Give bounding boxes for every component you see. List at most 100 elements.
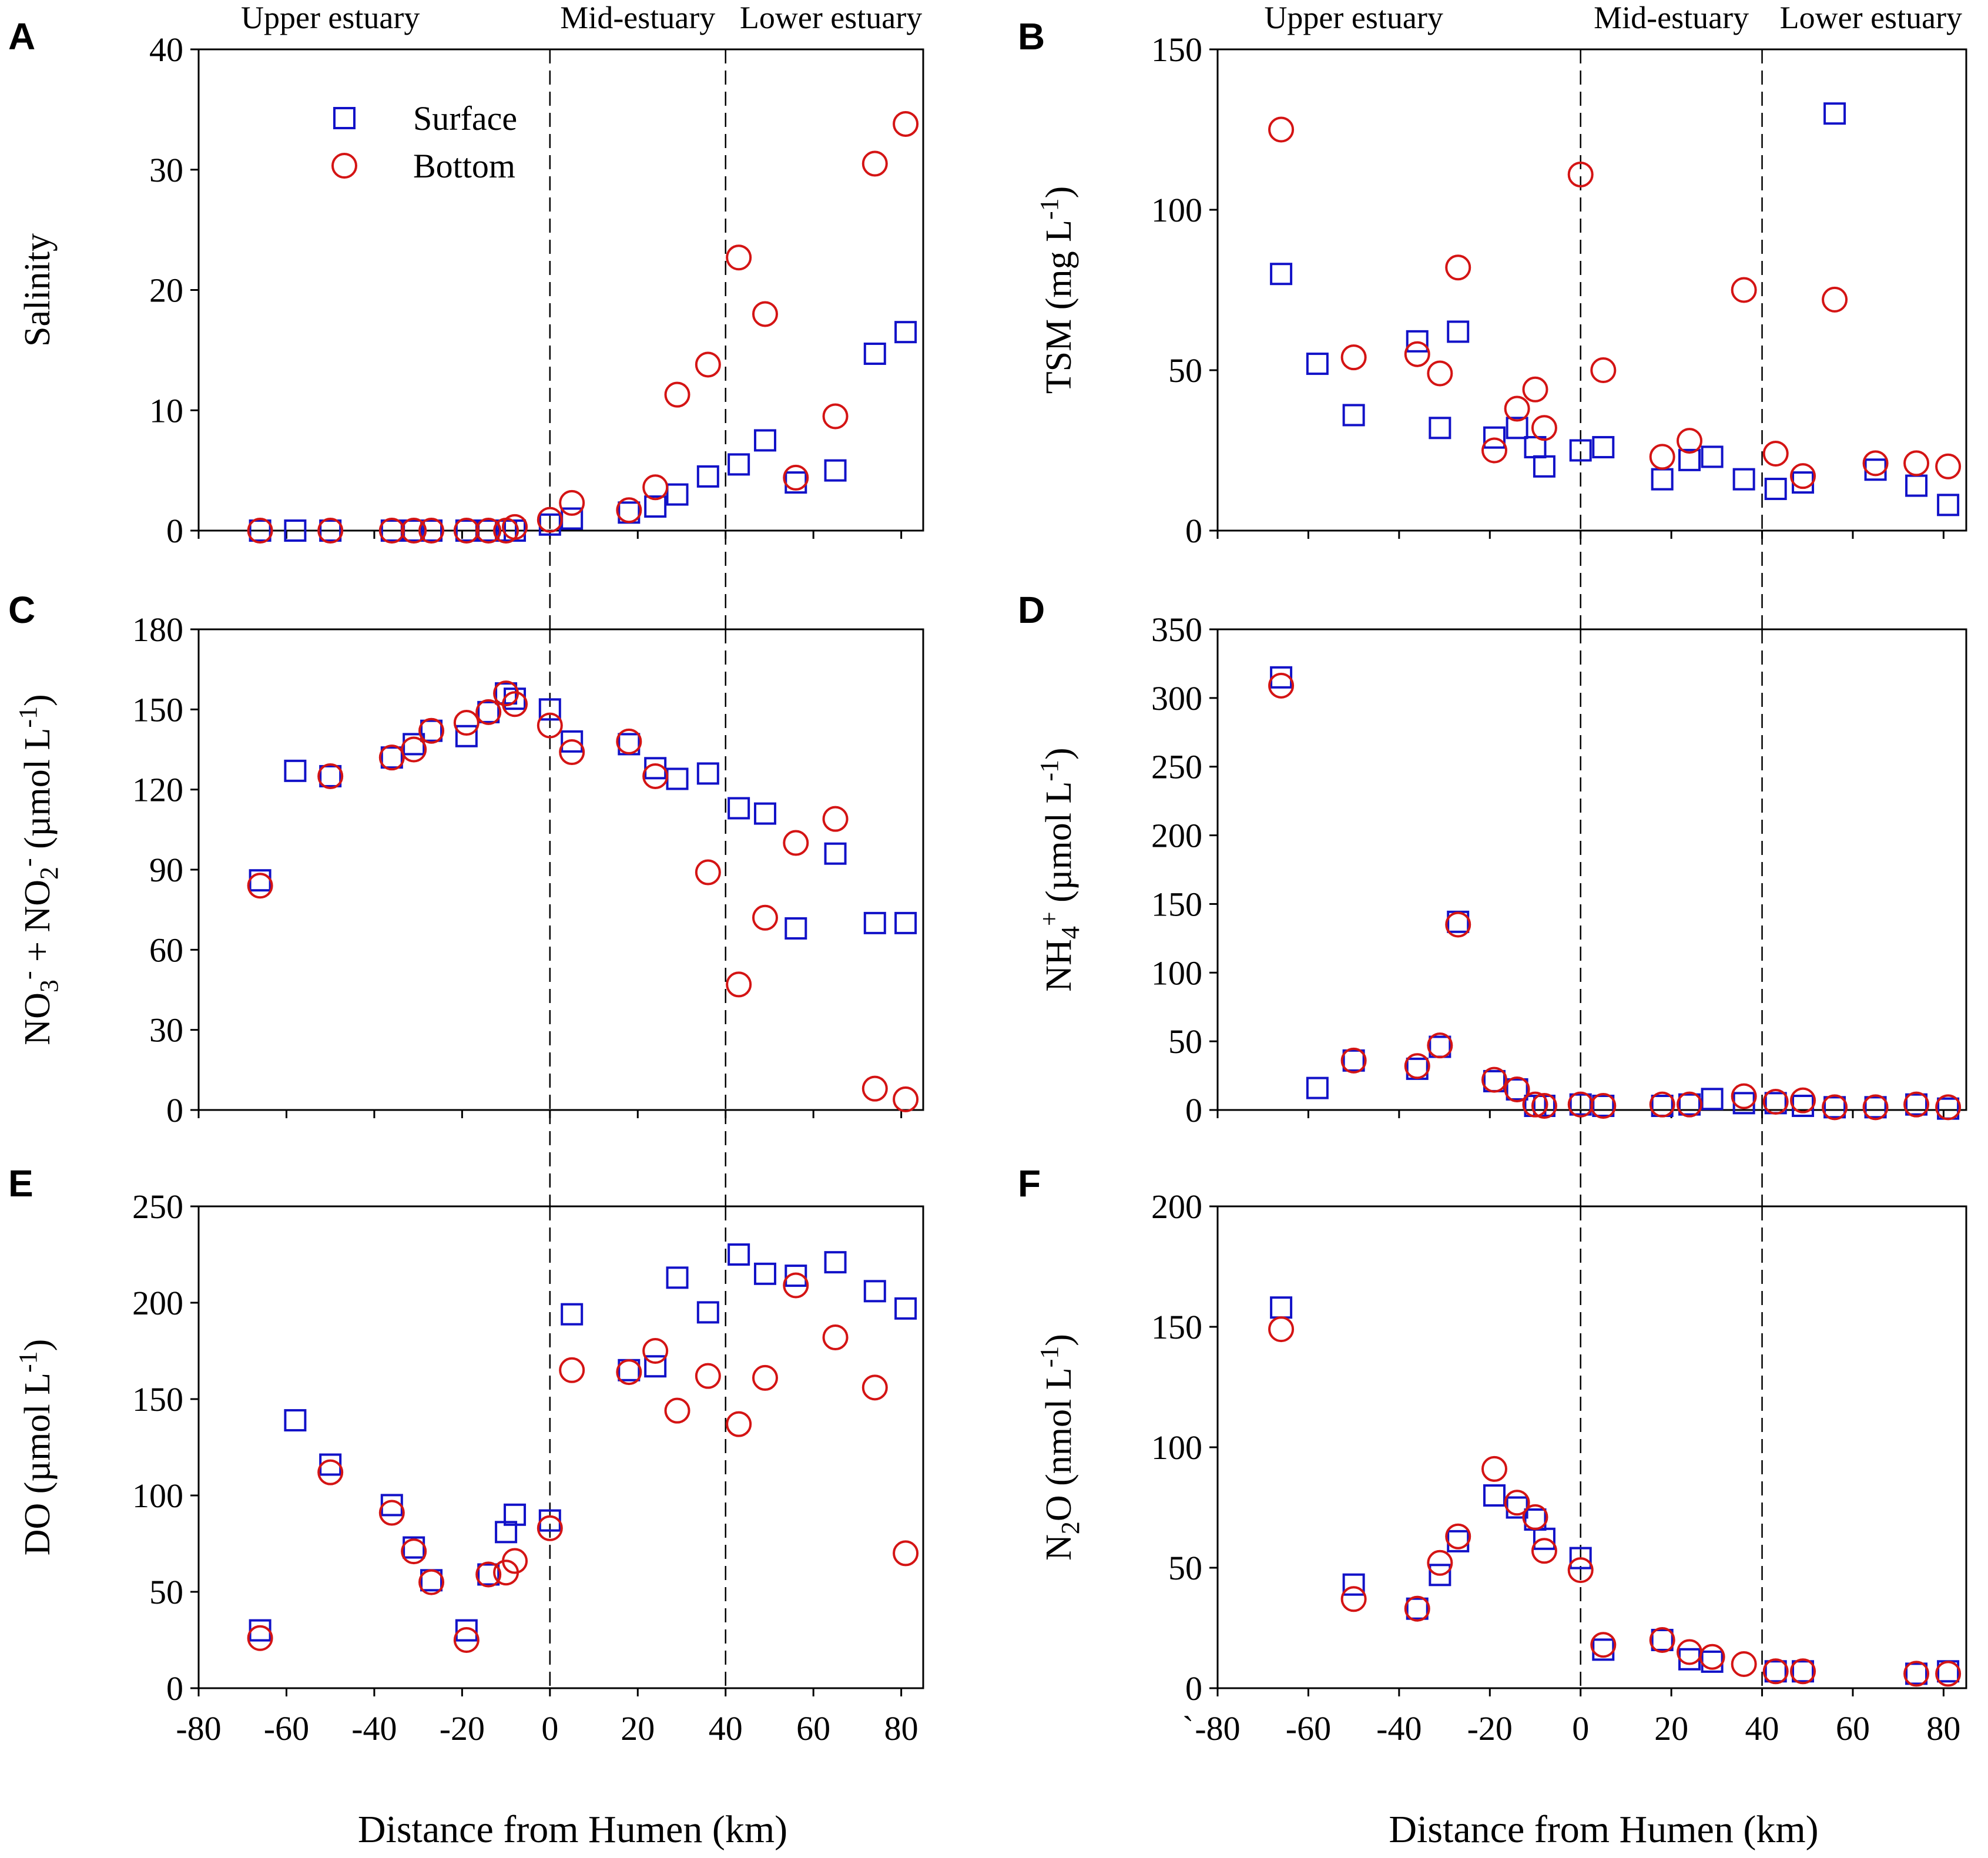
- y-axis-label-part: -: [14, 971, 42, 980]
- bottom-point: [861, 1374, 888, 1401]
- x-tick-label: 80: [1926, 1709, 1960, 1748]
- series-bottom: [1268, 1316, 1962, 1687]
- surface-point: [1764, 478, 1787, 501]
- surface-point: [1864, 1096, 1887, 1119]
- bottom-point: [893, 110, 919, 137]
- surface-point: [1701, 445, 1724, 468]
- y-tick-label: 200: [132, 1284, 183, 1322]
- surface-point: [1764, 1660, 1787, 1683]
- surface-point: [1823, 1096, 1846, 1119]
- surface-point: [284, 519, 307, 542]
- y-axis-label: DO (µmol L-1): [14, 1339, 58, 1556]
- bottom-point: [1822, 1094, 1848, 1121]
- bottom-point: [642, 1338, 669, 1364]
- panel-letter: A: [8, 15, 35, 58]
- bottom-point: [1522, 376, 1548, 403]
- bottom-point: [783, 464, 809, 491]
- y-tick-label: 150: [132, 1380, 183, 1418]
- y-axis-label-part: (µmol L: [1039, 782, 1079, 912]
- y-tick-label: 30: [149, 1011, 183, 1049]
- bottom-point: [1590, 1632, 1617, 1658]
- bottom-point: [616, 497, 642, 524]
- x-tick-label: 60: [796, 1709, 830, 1748]
- bottom-point: [1790, 463, 1816, 489]
- surface-point: [249, 519, 271, 542]
- y-tick-label: 350: [1151, 611, 1202, 649]
- bottom-point: [1404, 341, 1430, 367]
- bottom-point: [664, 381, 690, 408]
- surface-point: [1678, 448, 1701, 471]
- bottom-point: [822, 806, 849, 832]
- y-tick-label: 10: [149, 391, 183, 430]
- surface-point: [785, 917, 807, 940]
- surface-point: [319, 519, 342, 542]
- y-tick-label: 100: [1151, 1428, 1202, 1467]
- bottom-point: [453, 710, 480, 736]
- bottom-point: [1790, 1087, 1816, 1114]
- bottom-point: [1340, 1047, 1367, 1074]
- y-axis-label-part: 4: [1056, 926, 1085, 939]
- y-axis-label-part: ): [1039, 1334, 1079, 1346]
- y-axis-label-part: 2: [1056, 1521, 1085, 1534]
- panel-letter: F: [1018, 1162, 1041, 1205]
- bottom-point: [893, 1540, 919, 1567]
- y-axis-label-part: NH: [1039, 939, 1079, 992]
- y-axis-label-part: -1: [14, 706, 42, 728]
- bottom-point: [317, 1459, 344, 1485]
- bottom-point: [1504, 395, 1530, 422]
- bottom-point: [247, 518, 273, 544]
- bottom-point: [861, 150, 888, 177]
- bottom-point: [642, 763, 669, 789]
- bottom-point: [726, 971, 752, 998]
- surface-point: [666, 483, 689, 506]
- bottom-point: [1481, 437, 1507, 464]
- bottom-point: [1731, 277, 1757, 303]
- bottom-point: [1427, 360, 1453, 387]
- bottom-point: [1822, 286, 1848, 313]
- y-tick-label: 100: [132, 1477, 183, 1515]
- y-axis-label-part: (µmol L: [18, 728, 58, 858]
- surface-point: [495, 1521, 518, 1544]
- surface-point: [1732, 468, 1755, 491]
- bottom-point: [1504, 1490, 1530, 1516]
- surface-point: [753, 1262, 776, 1285]
- panel-d: 0 50 100 150 200 250 300 350 D NH4+ (µmol L-1): [1018, 589, 1967, 1206]
- bottom-point: [1935, 453, 1962, 479]
- y-axis-label-part: NO: [18, 992, 58, 1045]
- panel-letter: E: [8, 1162, 33, 1205]
- x-tick-label: 20: [1654, 1709, 1688, 1748]
- bottom-point: [822, 1324, 849, 1351]
- y-tick-label: 20: [149, 271, 183, 310]
- panel-f: 0 50 100 150 200 -80 -60 -40 -20 0 20 40 60 80 F N2O (n…: [1018, 1162, 1967, 1851]
- bottom-point: [1677, 1091, 1703, 1118]
- x-tick-label: 40: [1745, 1709, 1779, 1748]
- stray-tick-mark: `: [1182, 1709, 1194, 1748]
- surface-point: [561, 730, 584, 753]
- bottom-point: [1567, 161, 1594, 187]
- bottom-point: [502, 514, 528, 540]
- y-tick-label: 0: [1185, 1669, 1202, 1708]
- bottom-point: [1935, 1661, 1962, 1687]
- bottom-point: [1903, 1091, 1930, 1118]
- y-tick-label: 200: [1151, 817, 1202, 855]
- surface-point: [561, 1303, 584, 1326]
- surface-point: [1270, 263, 1293, 286]
- y-axis-label: NO3- + NO2- (µmol L-1): [14, 694, 63, 1045]
- bottom-point: [1677, 428, 1703, 454]
- bottom-point: [247, 873, 273, 899]
- bottom-point: [1699, 1644, 1725, 1670]
- legend-surface-marker: [333, 107, 356, 129]
- panel-b: 0 50 100 150 Upper estuary Mid-estuary Lower e…: [1018, 0, 1967, 629]
- plot-frame: [1216, 48, 1967, 532]
- y-tick-label: 60: [149, 931, 183, 969]
- bottom-point: [1268, 1316, 1295, 1343]
- y-axis-label-part: 2: [35, 867, 63, 880]
- surface-point: [1823, 102, 1846, 125]
- bottom-point: [664, 1397, 690, 1424]
- y-axis-label-part: -1: [1035, 1346, 1064, 1368]
- y-axis-label-part: +: [1035, 911, 1064, 926]
- y-tick-label: 0: [166, 1669, 183, 1708]
- surface-point: [824, 842, 847, 865]
- x-tick-label: -40: [351, 1709, 397, 1748]
